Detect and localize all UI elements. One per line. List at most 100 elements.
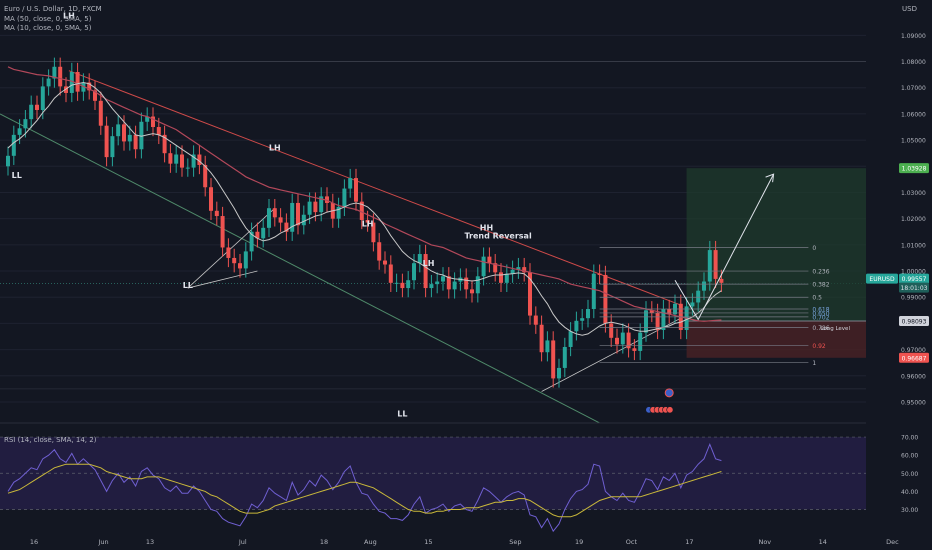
candle-body — [58, 66, 63, 87]
symbol-tag: EURUSD — [869, 276, 895, 283]
rsi-legend[interactable]: RSI (14, close, SMA, 14, 2) — [4, 436, 97, 444]
candle-body — [423, 254, 428, 289]
candle-body — [174, 154, 179, 164]
candle-body — [638, 332, 643, 351]
price-tick-label: 0.99000 — [901, 295, 926, 302]
candle-body — [29, 104, 34, 120]
candle-body — [93, 90, 97, 101]
symbol-tag-bg — [866, 273, 898, 284]
price-tick-label: 1.05000 — [901, 138, 926, 145]
candle-body — [127, 134, 132, 142]
candle-body — [156, 127, 161, 135]
pattern-label: LL — [397, 409, 407, 418]
candle-body — [122, 124, 126, 142]
candle-body — [151, 116, 155, 128]
position-zones — [686, 168, 866, 358]
candle-body — [284, 222, 289, 232]
candle-body — [290, 202, 295, 232]
ma10-legend[interactable]: MA (10, close, 0, SMA, 5) — [4, 24, 92, 32]
pattern-label: LL — [183, 281, 193, 290]
candle-body — [6, 155, 10, 167]
pattern-label: LL — [12, 171, 22, 180]
candle-body — [412, 263, 416, 281]
price-tick-label: 1.06000 — [901, 111, 926, 118]
pattern-label: Trend Reversal — [464, 231, 531, 240]
price-tick-label: 0.96000 — [901, 373, 926, 380]
candle-body — [632, 348, 637, 351]
current-price-tag: 0.99557 — [902, 276, 927, 283]
time-tick-label: 15 — [424, 538, 432, 546]
candle-body — [568, 331, 573, 347]
candle-body — [359, 201, 364, 220]
rsi-line — [7, 442, 722, 533]
candle-body — [75, 72, 80, 92]
candle-body — [574, 320, 579, 332]
event-icons[interactable] — [645, 388, 674, 414]
candle-body — [168, 153, 173, 164]
candle-body — [620, 332, 625, 345]
support-trendline — [187, 207, 276, 289]
price-tick-label: 1.01000 — [901, 242, 926, 249]
candle-body — [238, 263, 242, 269]
time-tick-label: Nov — [758, 538, 771, 546]
candle-body — [139, 121, 144, 150]
fib-level-label: 0.650 — [812, 310, 829, 317]
candle-body — [603, 274, 608, 324]
price-tick-label: 1.07000 — [901, 85, 926, 92]
price-tick-label: 1.09000 — [901, 33, 926, 40]
candle-body — [586, 309, 590, 319]
stop-price-tag: 0.96687 — [902, 355, 927, 362]
fib-level-label: 0.5 — [812, 295, 822, 302]
fib-level-label: 0 — [812, 245, 816, 252]
ma50-legend[interactable]: MA (50, close, 0, SMA, 5) — [4, 15, 92, 23]
fib-level-label: 0.702 — [812, 314, 829, 321]
candle-body — [470, 289, 474, 294]
price-tags: 1.03928 EURUSD 0.99557 18:01:03 0.98093 0.966… — [866, 163, 929, 363]
candle-body — [481, 256, 486, 277]
pattern-label: LH — [63, 11, 75, 20]
candle-body — [220, 216, 225, 248]
time-axis[interactable]: 16Jun13Jul18Aug15Sep19Oct17Nov14Dec19 — [30, 538, 932, 546]
candle-body — [545, 340, 550, 353]
candle-body — [69, 72, 74, 93]
candle-body — [209, 187, 213, 211]
time-tick-label: Jun — [98, 538, 109, 546]
candle-body — [539, 324, 544, 353]
candle-body — [226, 247, 231, 258]
candle-body — [133, 134, 138, 150]
countdown-tag: 18:01:03 — [901, 285, 928, 292]
candle-body — [336, 206, 341, 219]
candle-body — [162, 134, 167, 154]
time-tick-label: Aug — [364, 538, 377, 546]
rsi-tick-label: 70.00 — [901, 435, 918, 442]
candle-body — [510, 269, 515, 274]
candle-body — [487, 256, 492, 264]
candle-body — [580, 318, 585, 321]
symbol-title[interactable]: Euro / U.S. Dollar, 1D, FXCM — [4, 5, 102, 13]
candle-body — [388, 264, 393, 283]
candle-body — [81, 82, 86, 92]
candle-body — [203, 164, 208, 188]
projection-arrow-line — [674, 173, 775, 321]
economic-event-icon — [666, 406, 674, 414]
current-price-tag-bg — [899, 273, 929, 284]
candle-body — [661, 309, 666, 330]
candle-body — [475, 276, 480, 294]
fib-level-label: 0.92 — [812, 343, 826, 350]
price-tick-label: 1.00000 — [901, 269, 926, 276]
candle-body — [272, 208, 277, 218]
candle-body — [342, 188, 347, 207]
candle-body — [11, 134, 16, 156]
candle-body — [707, 250, 712, 282]
projection-arrow — [674, 173, 775, 321]
candle-body — [110, 136, 115, 158]
moving-averages — [7, 66, 722, 336]
candle-body — [17, 128, 22, 135]
candle-body — [609, 323, 614, 338]
candle-body — [145, 116, 150, 122]
pattern-label: LH — [423, 259, 435, 268]
rsi-tick-label: 60.00 — [901, 453, 918, 460]
pattern-label: LH — [269, 144, 281, 153]
